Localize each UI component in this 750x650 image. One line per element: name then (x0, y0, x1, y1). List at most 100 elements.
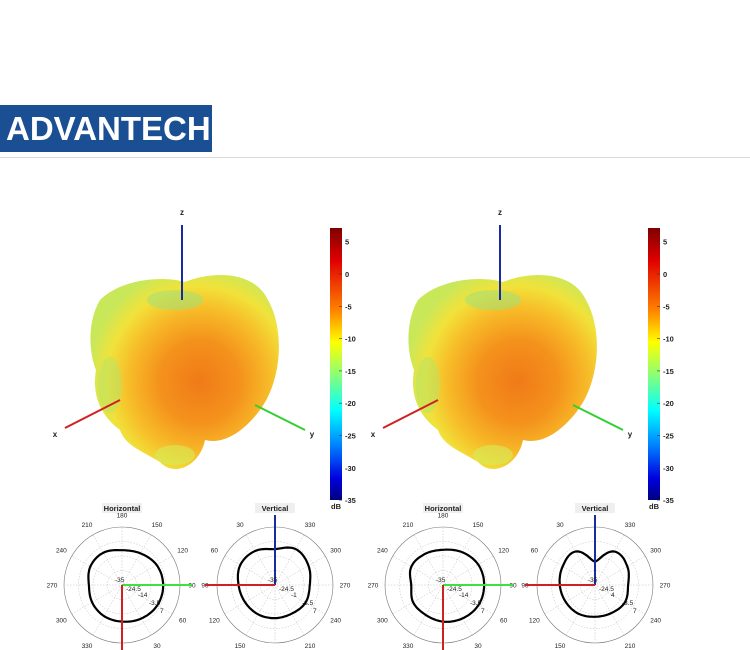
colorbar-tick-label: 5 (663, 238, 667, 247)
angle-label: 150 (235, 643, 246, 650)
colorbar-tick-label: -10 (663, 335, 674, 344)
colorbar-tick-label: -35 (663, 496, 674, 505)
colorbar-tick-label: -25 (663, 432, 674, 441)
angle-label: 240 (56, 548, 67, 555)
angle-label: 240 (330, 618, 341, 625)
radial-label: 7 (633, 608, 637, 615)
x-axis (382, 399, 439, 429)
angle-label: 30 (153, 643, 161, 650)
3d-pattern-1: z x y (53, 208, 315, 470)
angle-label: 150 (473, 522, 484, 529)
radial-label: -3.5 (470, 600, 482, 607)
3d-radiation-surface (408, 275, 597, 470)
radial-label: -24.5 (447, 586, 462, 593)
colorbar-tick-label: -30 (345, 464, 356, 473)
x-axis-label: x (371, 430, 376, 439)
plot-title-bg (575, 503, 615, 513)
colorbar-tick-label: -15 (345, 367, 356, 376)
radial-label: -24.5 (599, 586, 614, 593)
radial-label: 7 (313, 608, 317, 615)
radial-label: -14 (138, 592, 148, 599)
angle-label: 150 (152, 522, 163, 529)
radial-label: -24.5 (126, 586, 141, 593)
gain-pattern-curve (558, 550, 630, 618)
angle-label: 180 (117, 513, 128, 520)
angle-label: 120 (177, 548, 188, 555)
surface-patch (98, 357, 122, 413)
y-axis (572, 404, 624, 431)
3d-pattern-2: z x y (371, 208, 633, 470)
z-axis-label: z (180, 208, 184, 217)
angle-label: 270 (368, 583, 379, 590)
gain-pattern-curve (408, 548, 486, 623)
y-axis (254, 404, 306, 431)
surface-patch (465, 290, 521, 310)
angle-label: 330 (403, 643, 414, 650)
angle-label: 120 (209, 618, 220, 625)
angle-label: 30 (236, 522, 244, 529)
y-axis-label: y (310, 430, 315, 439)
surface-patch (155, 445, 195, 465)
angle-label: 60 (531, 548, 539, 555)
colorbar-tick-label: -20 (663, 399, 674, 408)
angle-label: 330 (305, 522, 316, 529)
angle-label: 270 (340, 583, 351, 590)
angle-label: 300 (377, 618, 388, 625)
angle-label: 90 (188, 583, 196, 590)
colorbar-tick-label: -15 (663, 367, 674, 376)
header-divider (0, 157, 750, 158)
angle-label: 240 (377, 548, 388, 555)
angle-label: 210 (625, 643, 636, 650)
colorbar-tick-label: 5 (345, 238, 349, 247)
angle-label: 180 (438, 513, 449, 520)
vertical-plot-title: Vertical (582, 504, 609, 513)
gain-pattern-curve (236, 546, 312, 620)
angle-label: 270 (660, 583, 671, 590)
angle-label: 150 (555, 643, 566, 650)
vertical-polar-plot: Vertical330300270240210150120906030-35-2… (201, 503, 351, 650)
z-axis-label: z (498, 208, 502, 217)
angle-label: 330 (625, 522, 636, 529)
angle-label: 60 (211, 548, 219, 555)
vertical-plot-title: Vertical (262, 504, 289, 513)
colorbar-unit: dB (649, 502, 660, 511)
angle-label: 240 (650, 618, 661, 625)
angle-label: 60 (179, 618, 187, 625)
plot-title-bg (102, 503, 142, 513)
angle-label: 300 (56, 618, 67, 625)
angle-label: 120 (529, 618, 540, 625)
colorbar-gradient (330, 228, 342, 500)
colorbar-tick-label: -30 (663, 464, 674, 473)
angle-label: 210 (403, 522, 414, 529)
advantech-logo: ADVANTECH (0, 105, 212, 152)
radial-label: -1 (291, 592, 297, 599)
radial-label: -35 (115, 577, 125, 584)
radial-label: -35 (588, 577, 598, 584)
plot-title-bg (255, 503, 295, 513)
gain-pattern-curve (87, 548, 165, 623)
radial-label: -24.5 (279, 586, 294, 593)
y-axis-label: y (628, 430, 633, 439)
horizontal-plot-title: Horizontal (425, 504, 462, 513)
x-axis (64, 399, 121, 429)
horizontal-plot-title: Horizontal (104, 504, 141, 513)
radial-label: -35 (436, 577, 446, 584)
radial-label: -3.5 (302, 600, 314, 607)
surface-patch (416, 357, 440, 413)
colorbar-tick-label: -20 (345, 399, 356, 408)
angle-label: 210 (82, 522, 93, 529)
colorbar-unit: dB (331, 502, 342, 511)
angle-label: 300 (650, 548, 661, 555)
plot-title-bg (423, 503, 463, 513)
colorbar-tick-label: -5 (663, 302, 670, 311)
colorbar-tick-label: -35 (345, 496, 356, 505)
angle-label: 210 (305, 643, 316, 650)
surface-patch (147, 290, 203, 310)
surface-patch (473, 445, 513, 465)
radial-label: 7 (160, 608, 164, 615)
